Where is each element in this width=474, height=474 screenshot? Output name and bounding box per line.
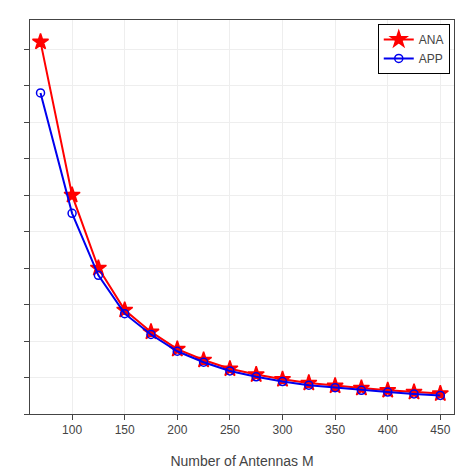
svg-text:APP: APP [419, 52, 443, 66]
svg-text:ANA: ANA [419, 33, 444, 47]
svg-text:300: 300 [272, 423, 292, 437]
svg-text:200: 200 [167, 423, 187, 437]
svg-text:350: 350 [325, 423, 345, 437]
svg-text:Number of Antennas M: Number of Antennas M [170, 453, 313, 469]
svg-text:100: 100 [62, 423, 82, 437]
svg-text:400: 400 [378, 423, 398, 437]
svg-text:450: 450 [430, 423, 450, 437]
svg-text:250: 250 [220, 423, 240, 437]
svg-text:150: 150 [115, 423, 135, 437]
